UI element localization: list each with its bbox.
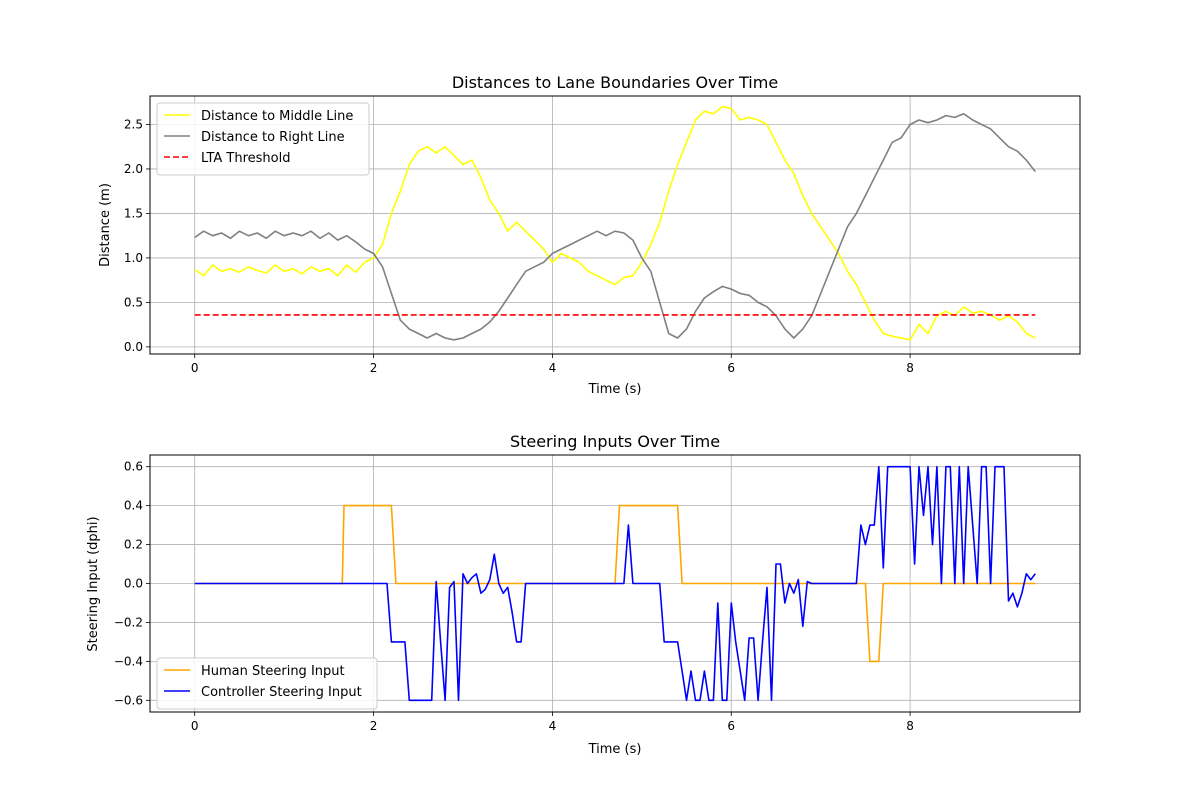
x-tick-label: 8 xyxy=(906,361,914,375)
axis-ticks: 0 2 4 6 8 −0.6 −0.4 −0.2 0.0 0.2 0.4 0.6 xyxy=(114,460,914,733)
y-tick-label: 1.0 xyxy=(124,251,143,265)
x-tick-label: 6 xyxy=(727,361,735,375)
x-axis-label: Time (s) xyxy=(588,742,642,757)
x-tick-label: 0 xyxy=(191,719,199,733)
distance-chart: Distances to Lane Boundaries Over Time 0… xyxy=(98,73,1081,397)
chart-title: Steering Inputs Over Time xyxy=(510,432,720,451)
legend: Distance to Middle Line Distance to Right… xyxy=(156,102,370,176)
y-axis-label: Steering Input (dphi) xyxy=(86,516,101,651)
y-tick-label: 2.5 xyxy=(124,117,143,131)
series-group xyxy=(194,465,1036,702)
x-tick-label: 2 xyxy=(370,361,378,375)
legend-box xyxy=(156,657,378,710)
legend-label: LTA Threshold xyxy=(201,151,290,166)
legend-box xyxy=(156,102,370,176)
y-tick-label: 0.0 xyxy=(124,577,143,591)
y-tick-label: −0.6 xyxy=(114,693,143,707)
steering-chart: Steering Inputs Over Time 0 2 4 6 8 −0.6 −0.4 −… xyxy=(86,432,1081,757)
x-tick-label: 4 xyxy=(549,719,557,733)
x-tick-label: 4 xyxy=(549,361,557,375)
series-line-distance-to-right-line xyxy=(194,113,1036,341)
chart-title: Distances to Lane Boundaries Over Time xyxy=(452,73,778,92)
y-tick-label: 0.2 xyxy=(124,538,143,552)
series-line-controller-steering-input xyxy=(194,465,1036,702)
y-axis-label: Distance (m) xyxy=(98,183,113,267)
axis-ticks: 0 2 4 6 8 0.0 0.5 1.0 1.5 2.0 2.5 xyxy=(124,117,914,375)
legend-label: Distance to Middle Line xyxy=(201,109,353,124)
series-line-distance-to-middle-line xyxy=(194,105,1036,341)
legend: Human Steering Input Controller Steering … xyxy=(156,657,378,710)
x-tick-label: 2 xyxy=(370,719,378,733)
y-tick-label: −0.4 xyxy=(114,654,143,668)
y-tick-label: −0.2 xyxy=(114,615,143,629)
legend-label: Distance to Right Line xyxy=(201,130,345,145)
x-axis-label: Time (s) xyxy=(588,382,642,397)
x-tick-label: 0 xyxy=(191,361,199,375)
series-group xyxy=(194,105,1036,341)
y-tick-label: 0.6 xyxy=(124,460,143,474)
legend-label: Controller Steering Input xyxy=(201,685,362,700)
x-tick-label: 6 xyxy=(727,719,735,733)
series-line-human-steering-input xyxy=(194,504,1036,663)
x-tick-label: 8 xyxy=(906,719,914,733)
y-tick-label: 0.4 xyxy=(124,499,143,513)
legend-label: Human Steering Input xyxy=(201,664,345,679)
y-tick-label: 0.0 xyxy=(124,340,143,354)
y-tick-label: 0.5 xyxy=(124,295,143,309)
y-tick-label: 2.0 xyxy=(124,162,143,176)
plot-frame xyxy=(149,95,1081,355)
y-tick-label: 1.5 xyxy=(124,206,143,220)
